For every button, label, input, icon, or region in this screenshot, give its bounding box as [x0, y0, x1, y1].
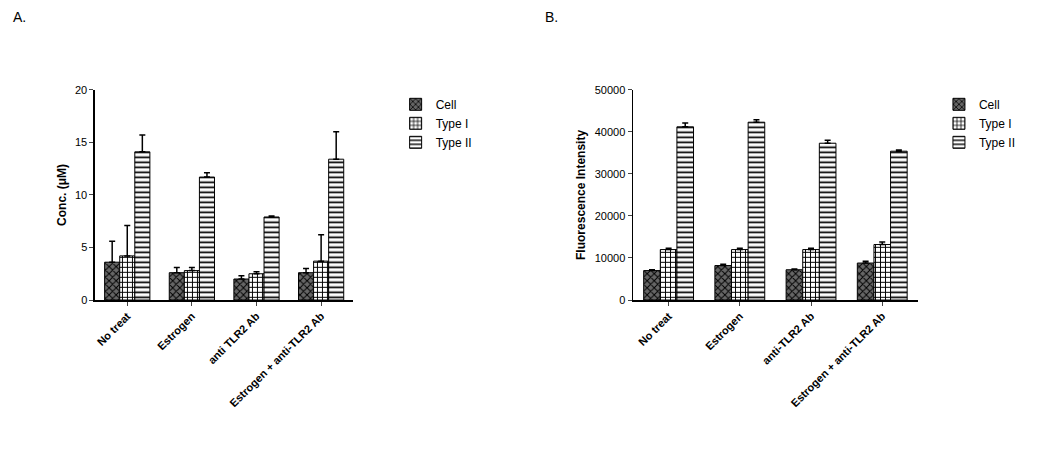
svg-text:Type I: Type I	[979, 117, 1012, 131]
svg-text:Estrogen: Estrogen	[703, 310, 745, 352]
svg-text:Cell: Cell	[979, 98, 1000, 112]
svg-text:anti TLR2 Ab: anti TLR2 Ab	[206, 310, 262, 366]
svg-text:Type II: Type II	[979, 136, 1015, 150]
svg-text:20: 20	[75, 84, 87, 96]
svg-text:Fluorescence Intensity: Fluorescence Intensity	[574, 130, 588, 260]
svg-text:0: 0	[81, 294, 87, 306]
svg-text:Conc. (μM): Conc. (μM)	[55, 164, 69, 226]
svg-text:Type II: Type II	[436, 136, 472, 150]
svg-text:Estrogen: Estrogen	[155, 310, 197, 352]
svg-text:40000: 40000	[595, 126, 626, 138]
svg-text:30000: 30000	[595, 168, 626, 180]
svg-text:5: 5	[81, 241, 87, 253]
svg-text:No treat: No treat	[95, 310, 133, 348]
svg-text:10000: 10000	[595, 252, 626, 264]
svg-text:No treat: No treat	[636, 310, 674, 348]
svg-text:Cell: Cell	[436, 98, 457, 112]
svg-text:anti-TLR2 Ab: anti-TLR2 Ab	[760, 310, 817, 367]
svg-text:Estrogen + anti-TLR2 Ab: Estrogen + anti-TLR2 Ab	[227, 310, 326, 409]
svg-text:10: 10	[75, 189, 87, 201]
svg-text:50000: 50000	[595, 84, 626, 96]
svg-text:A.: A.	[13, 9, 26, 25]
svg-text:Estrogen + anti-TLR2 Ab: Estrogen + anti-TLR2 Ab	[788, 310, 887, 409]
svg-text:0: 0	[619, 294, 625, 306]
svg-text:20000: 20000	[595, 210, 626, 222]
svg-text:B.: B.	[545, 9, 558, 25]
svg-text:Type I: Type I	[436, 117, 469, 131]
svg-text:15: 15	[75, 136, 87, 148]
